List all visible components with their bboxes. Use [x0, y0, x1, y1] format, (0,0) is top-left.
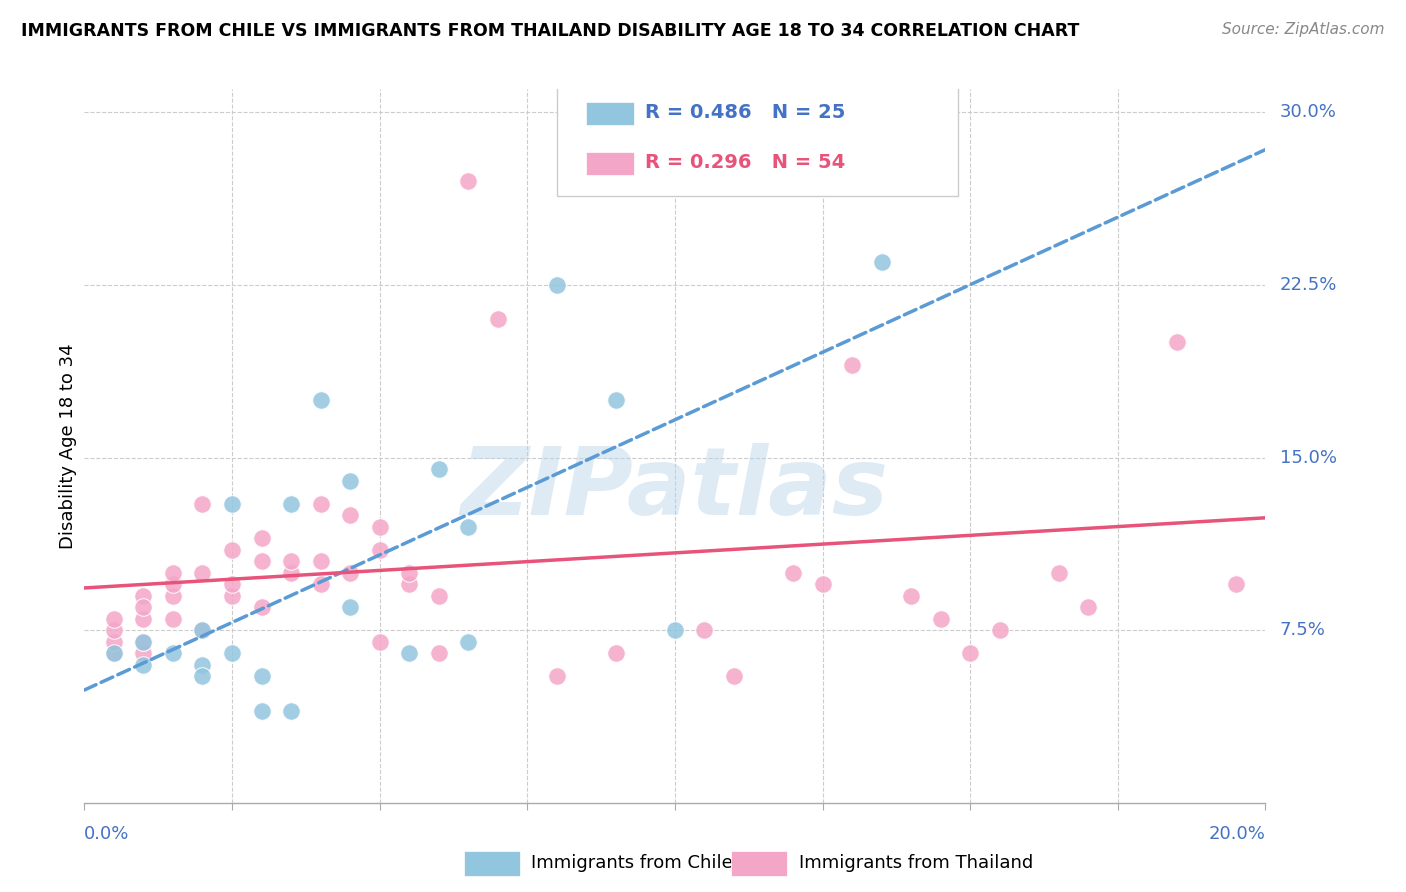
Point	[191, 669, 214, 683]
Point	[221, 497, 243, 511]
Point	[929, 612, 952, 626]
Point	[486, 312, 509, 326]
Point	[162, 612, 184, 626]
Point	[427, 462, 450, 476]
Point	[103, 612, 125, 626]
Point	[191, 497, 214, 511]
Point	[250, 669, 273, 683]
Point	[1047, 566, 1070, 580]
Text: 7.5%: 7.5%	[1279, 621, 1326, 640]
Point	[280, 554, 302, 568]
Point	[368, 634, 391, 648]
Point	[723, 669, 745, 683]
Point	[309, 497, 332, 511]
Point	[250, 704, 273, 718]
Point	[427, 646, 450, 660]
Text: Immigrants from Thailand: Immigrants from Thailand	[799, 855, 1033, 872]
Point	[191, 623, 214, 637]
Point	[162, 589, 184, 603]
Point	[103, 646, 125, 660]
Point	[132, 634, 155, 648]
Point	[221, 577, 243, 591]
Point	[309, 554, 332, 568]
Point	[132, 589, 155, 603]
Point	[162, 646, 184, 660]
Text: 15.0%: 15.0%	[1279, 449, 1337, 467]
Point	[605, 646, 627, 660]
Point	[900, 589, 922, 603]
Point	[664, 623, 686, 637]
Point	[191, 566, 214, 580]
Text: R = 0.486   N = 25: R = 0.486 N = 25	[645, 103, 846, 122]
Point	[546, 277, 568, 292]
Text: 0.0%: 0.0%	[84, 825, 129, 843]
Point	[250, 554, 273, 568]
Text: Source: ZipAtlas.com: Source: ZipAtlas.com	[1222, 22, 1385, 37]
Point	[191, 657, 214, 672]
Point	[309, 392, 332, 407]
Point	[811, 577, 834, 591]
Text: 22.5%: 22.5%	[1279, 276, 1337, 293]
Point	[132, 600, 155, 615]
FancyBboxPatch shape	[557, 86, 959, 196]
Point	[221, 542, 243, 557]
Text: R = 0.296   N = 54: R = 0.296 N = 54	[645, 153, 845, 172]
Text: 30.0%: 30.0%	[1279, 103, 1337, 121]
Point	[132, 634, 155, 648]
Point	[250, 600, 273, 615]
Point	[427, 589, 450, 603]
Point	[339, 566, 361, 580]
Point	[103, 646, 125, 660]
Point	[398, 577, 420, 591]
Point	[132, 646, 155, 660]
Point	[368, 519, 391, 533]
Point	[457, 519, 479, 533]
Point	[368, 542, 391, 557]
Point	[664, 151, 686, 165]
Point	[339, 474, 361, 488]
Point	[457, 174, 479, 188]
Point	[162, 566, 184, 580]
Point	[1166, 335, 1188, 350]
Point	[546, 669, 568, 683]
Point	[398, 566, 420, 580]
Point	[221, 646, 243, 660]
Point	[103, 634, 125, 648]
Point	[132, 612, 155, 626]
Point	[191, 623, 214, 637]
Text: ZIPatlas: ZIPatlas	[461, 442, 889, 535]
Text: 20.0%: 20.0%	[1209, 825, 1265, 843]
Point	[103, 623, 125, 637]
Point	[1077, 600, 1099, 615]
Point	[309, 577, 332, 591]
FancyBboxPatch shape	[586, 102, 634, 125]
Point	[398, 646, 420, 660]
Point	[339, 508, 361, 522]
Point	[132, 657, 155, 672]
Point	[605, 392, 627, 407]
Point	[250, 531, 273, 545]
Point	[280, 566, 302, 580]
Point	[959, 646, 981, 660]
Point	[339, 600, 361, 615]
Point	[841, 359, 863, 373]
Point	[988, 623, 1011, 637]
Point	[280, 704, 302, 718]
Point	[870, 255, 893, 269]
Point	[1225, 577, 1247, 591]
Text: IMMIGRANTS FROM CHILE VS IMMIGRANTS FROM THAILAND DISABILITY AGE 18 TO 34 CORREL: IMMIGRANTS FROM CHILE VS IMMIGRANTS FROM…	[21, 22, 1080, 40]
Text: Immigrants from Chile: Immigrants from Chile	[531, 855, 733, 872]
Point	[782, 566, 804, 580]
Point	[457, 634, 479, 648]
Point	[162, 577, 184, 591]
Point	[221, 589, 243, 603]
Y-axis label: Disability Age 18 to 34: Disability Age 18 to 34	[59, 343, 77, 549]
FancyBboxPatch shape	[586, 152, 634, 175]
Point	[280, 497, 302, 511]
Point	[693, 623, 716, 637]
